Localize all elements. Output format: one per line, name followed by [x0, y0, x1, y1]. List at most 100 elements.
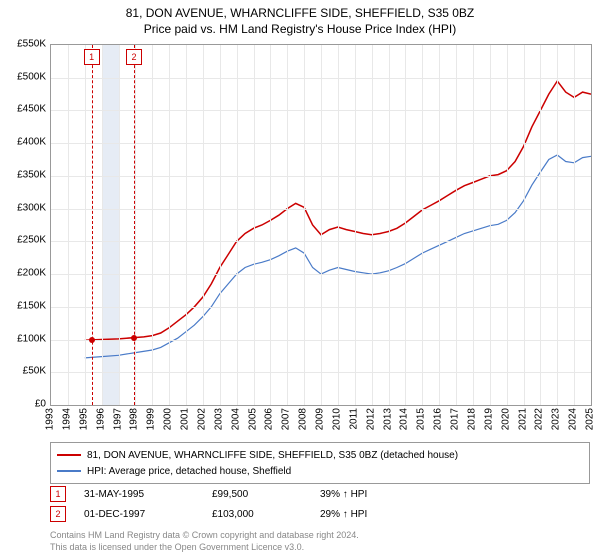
- y-tick-label: £350K: [2, 169, 46, 180]
- gridline-v: [321, 45, 322, 405]
- x-tick-label: 2008: [298, 408, 309, 430]
- x-tick-label: 2017: [450, 408, 461, 430]
- gridline-v: [237, 45, 238, 405]
- y-tick-label: £450K: [2, 104, 46, 115]
- event-pct: 29% ↑ HPI: [320, 509, 410, 520]
- x-tick-label: 2000: [163, 408, 174, 430]
- gridline-v: [422, 45, 423, 405]
- x-tick-label: 2019: [483, 408, 494, 430]
- gridline-v: [473, 45, 474, 405]
- legend-row: HPI: Average price, detached house, Shef…: [57, 463, 583, 479]
- legend-swatch: [57, 470, 81, 472]
- gridline-v: [152, 45, 153, 405]
- gridline-v: [270, 45, 271, 405]
- gridline-v: [68, 45, 69, 405]
- legend-label: HPI: Average price, detached house, Shef…: [87, 466, 291, 477]
- event-line: [134, 45, 135, 405]
- gridline-v: [119, 45, 120, 405]
- x-tick-label: 2018: [466, 408, 477, 430]
- gridline-v: [287, 45, 288, 405]
- x-tick-label: 2005: [247, 408, 258, 430]
- gridline-v: [524, 45, 525, 405]
- gridline-v: [574, 45, 575, 405]
- y-tick-label: £550K: [2, 39, 46, 50]
- event-marker: 1: [84, 49, 100, 65]
- events-table: 1 31-MAY-1995 £99,500 39% ↑ HPI 2 01-DEC-1997…: [50, 484, 590, 524]
- x-tick-label: 2024: [568, 408, 579, 430]
- y-tick-label: £250K: [2, 235, 46, 246]
- event-marker: 2: [126, 49, 142, 65]
- x-tick-label: 1996: [95, 408, 106, 430]
- gridline-v: [254, 45, 255, 405]
- y-tick-label: £100K: [2, 333, 46, 344]
- gridline-v: [355, 45, 356, 405]
- x-tick-label: 2001: [180, 408, 191, 430]
- y-tick-label: £200K: [2, 268, 46, 279]
- event-row: 1 31-MAY-1995 £99,500 39% ↑ HPI: [50, 484, 590, 504]
- x-tick-label: 1997: [112, 408, 123, 430]
- event-date: 01-DEC-1997: [84, 509, 194, 520]
- y-tick-label: £400K: [2, 137, 46, 148]
- x-tick-label: 2015: [416, 408, 427, 430]
- x-tick-label: 1993: [45, 408, 56, 430]
- chart-container: 81, DON AVENUE, WHARNCLIFFE SIDE, SHEFFI…: [0, 0, 600, 560]
- gridline-v: [203, 45, 204, 405]
- y-tick-label: £300K: [2, 202, 46, 213]
- x-tick-label: 2025: [585, 408, 596, 430]
- y-tick-label: £500K: [2, 71, 46, 82]
- x-tick-label: 2013: [382, 408, 393, 430]
- x-tick-label: 1994: [61, 408, 72, 430]
- x-tick-label: 2022: [534, 408, 545, 430]
- x-tick-label: 2003: [213, 408, 224, 430]
- event-pct: 39% ↑ HPI: [320, 489, 410, 500]
- gridline-v: [490, 45, 491, 405]
- x-tick-label: 2020: [500, 408, 511, 430]
- x-tick-label: 2021: [517, 408, 528, 430]
- gridline-v: [102, 45, 103, 405]
- event-num: 2: [50, 506, 66, 522]
- sale-marker: [131, 335, 137, 341]
- y-tick-label: £0: [2, 399, 46, 410]
- x-tick-label: 2012: [365, 408, 376, 430]
- gridline-v: [186, 45, 187, 405]
- gridline-v: [456, 45, 457, 405]
- footer: Contains HM Land Registry data © Crown c…: [50, 530, 359, 553]
- x-tick-label: 2007: [281, 408, 292, 430]
- legend-row: 81, DON AVENUE, WHARNCLIFFE SIDE, SHEFFI…: [57, 447, 583, 463]
- gridline-v: [304, 45, 305, 405]
- x-tick-label: 2009: [315, 408, 326, 430]
- titles: 81, DON AVENUE, WHARNCLIFFE SIDE, SHEFFI…: [0, 0, 600, 36]
- title-sub: Price paid vs. HM Land Registry's House …: [0, 22, 600, 36]
- footer-line1: Contains HM Land Registry data © Crown c…: [50, 530, 359, 542]
- x-tick-label: 1995: [78, 408, 89, 430]
- event-date: 31-MAY-1995: [84, 489, 194, 500]
- footer-line2: This data is licensed under the Open Gov…: [50, 542, 359, 554]
- x-tick-label: 2011: [348, 408, 359, 430]
- gridline-v: [85, 45, 86, 405]
- x-tick-label: 2006: [264, 408, 275, 430]
- x-tick-label: 2014: [399, 408, 410, 430]
- gridline-v: [169, 45, 170, 405]
- x-tick-label: 1998: [129, 408, 140, 430]
- gridline-v: [135, 45, 136, 405]
- title-main: 81, DON AVENUE, WHARNCLIFFE SIDE, SHEFFI…: [0, 6, 600, 20]
- event-num: 1: [50, 486, 66, 502]
- gridline-v: [405, 45, 406, 405]
- legend-swatch: [57, 454, 81, 456]
- event-line: [92, 45, 93, 405]
- gridline-v: [372, 45, 373, 405]
- x-tick-label: 2016: [433, 408, 444, 430]
- gridline-v: [389, 45, 390, 405]
- event-price: £103,000: [212, 509, 302, 520]
- gridline-v: [338, 45, 339, 405]
- sale-marker: [89, 337, 95, 343]
- y-tick-label: £150K: [2, 300, 46, 311]
- event-row: 2 01-DEC-1997 £103,000 29% ↑ HPI: [50, 504, 590, 524]
- gridline-v: [439, 45, 440, 405]
- x-tick-label: 2002: [196, 408, 207, 430]
- legend: 81, DON AVENUE, WHARNCLIFFE SIDE, SHEFFI…: [50, 442, 590, 484]
- x-tick-label: 1999: [146, 408, 157, 430]
- event-price: £99,500: [212, 489, 302, 500]
- legend-label: 81, DON AVENUE, WHARNCLIFFE SIDE, SHEFFI…: [87, 450, 458, 461]
- gridline-v: [507, 45, 508, 405]
